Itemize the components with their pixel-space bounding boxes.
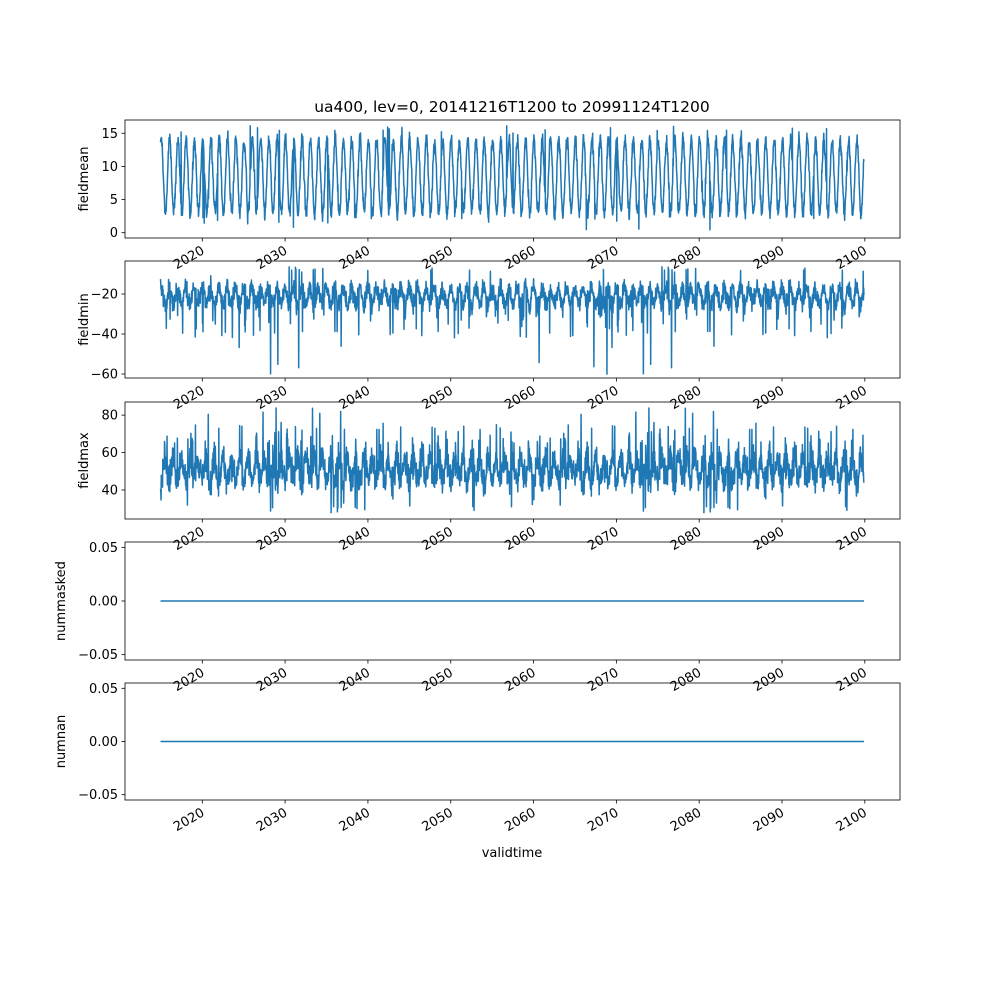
y-tick-label: −60 xyxy=(91,368,118,383)
x-tick-label: 2020 xyxy=(171,383,207,413)
subplot-fieldmin: −20 −40 −60 fieldmin 2020 2030 2040 2050 2060 207… xyxy=(77,260,901,413)
series-line-fieldmax xyxy=(159,407,865,514)
subplot-fieldmax: 40 60 80 fieldmax 2020 2030 2040 2050 2060 2070 20… xyxy=(77,401,901,554)
subplot-nummasked: −0.05 0.00 0.05 nummasked 2020 2030 2040 2050 20… xyxy=(54,541,901,695)
x-tick-label: 2030 xyxy=(254,805,290,835)
subplot-numnan: −0.05 0.00 0.05 numnan 2020 2030 2040 2050 2060 2… xyxy=(54,682,901,835)
axes-frame xyxy=(124,119,901,239)
x-tick-label: 2070 xyxy=(585,524,621,554)
x-tick-label: 2050 xyxy=(420,665,456,695)
x-tick-label: 2070 xyxy=(585,243,621,273)
x-tick-label: 2040 xyxy=(337,524,373,554)
y-axis-label: numnan xyxy=(54,715,69,769)
y-tick-label: 10 xyxy=(101,160,118,175)
x-tick-label: 2070 xyxy=(585,665,621,695)
y-tick-label: 0.05 xyxy=(89,541,118,556)
x-tick-label: 2090 xyxy=(751,383,787,413)
x-tick-label: 2040 xyxy=(337,665,373,695)
x-tick-label: 2070 xyxy=(585,805,621,835)
y-tick-label: 0.00 xyxy=(89,735,118,750)
x-tick-label: 2100 xyxy=(834,383,870,413)
y-tick-label: 0.05 xyxy=(89,682,118,697)
x-tick-label: 2080 xyxy=(668,383,704,413)
y-axis-label: fieldmean xyxy=(77,147,92,212)
subplots: 0 5 10 15 fieldmean 2020 2030 2040 2050 2060 2070 2… xyxy=(54,119,901,835)
chart-title: ua400, lev=0, 20141216T1200 to 20991124T… xyxy=(314,98,710,116)
y-tick-label: 0.00 xyxy=(89,595,118,610)
x-tick-label: 2040 xyxy=(337,805,373,835)
x-axis-label: validtime xyxy=(482,846,543,861)
x-tick-label: 2060 xyxy=(502,665,538,695)
series-line-fieldmean xyxy=(159,125,865,231)
x-tick-label: 2090 xyxy=(751,524,787,554)
x-tick-label: 2030 xyxy=(254,665,290,695)
y-tick-label: 0 xyxy=(110,226,118,241)
x-tick-label: 2020 xyxy=(171,243,207,273)
y-tick-label: 80 xyxy=(101,409,118,424)
x-tick-label: 2090 xyxy=(751,805,787,835)
x-tick-label: 2090 xyxy=(751,665,787,695)
x-tick-label: 2080 xyxy=(668,243,704,273)
x-tick-label: 2030 xyxy=(254,243,290,273)
y-tick-label: 5 xyxy=(110,193,118,208)
y-axis-label: fieldmax xyxy=(77,432,92,489)
x-tick-label: 2080 xyxy=(668,805,704,835)
x-tick-label: 2030 xyxy=(254,524,290,554)
x-tick-label: 2060 xyxy=(502,805,538,835)
series-line-fieldmin xyxy=(159,266,865,375)
x-tick-label: 2080 xyxy=(668,665,704,695)
x-tick-label: 2100 xyxy=(834,524,870,554)
x-tick-label: 2080 xyxy=(668,524,704,554)
x-tick-label: 2060 xyxy=(502,524,538,554)
x-tick-label: 2090 xyxy=(751,243,787,273)
x-tick-label: 2100 xyxy=(834,805,870,835)
x-tick-label: 2020 xyxy=(171,805,207,835)
x-tick-label: 2040 xyxy=(337,243,373,273)
axes-frame xyxy=(124,260,901,379)
x-tick-label: 2060 xyxy=(502,243,538,273)
y-tick-label: −0.05 xyxy=(78,648,118,663)
x-tick-label: 2050 xyxy=(420,805,456,835)
subplot-fieldmean: 0 5 10 15 fieldmean 2020 2030 2040 2050 2060 2070 2… xyxy=(77,119,901,273)
x-tick-label: 2050 xyxy=(420,383,456,413)
x-tick-label: 2020 xyxy=(171,524,207,554)
x-tick-label: 2100 xyxy=(834,665,870,695)
x-tick-label: 2100 xyxy=(834,243,870,273)
x-tick-label: 2060 xyxy=(502,383,538,413)
y-tick-label: 60 xyxy=(101,446,118,461)
y-tick-label: −40 xyxy=(91,328,118,343)
y-tick-label: −0.05 xyxy=(78,788,118,803)
y-tick-label: 40 xyxy=(101,483,118,498)
y-axis-label: fieldmin xyxy=(77,293,92,346)
y-tick-label: 15 xyxy=(101,127,118,142)
x-tick-label: 2020 xyxy=(171,665,207,695)
x-tick-label: 2050 xyxy=(420,243,456,273)
x-tick-label: 2070 xyxy=(585,383,621,413)
x-tick-label: 2030 xyxy=(254,383,290,413)
x-tick-label: 2040 xyxy=(337,383,373,413)
x-tick-label: 2050 xyxy=(420,524,456,554)
axes-frame xyxy=(124,401,901,520)
y-axis-label: nummasked xyxy=(54,561,69,641)
y-tick-label: −20 xyxy=(91,288,118,303)
